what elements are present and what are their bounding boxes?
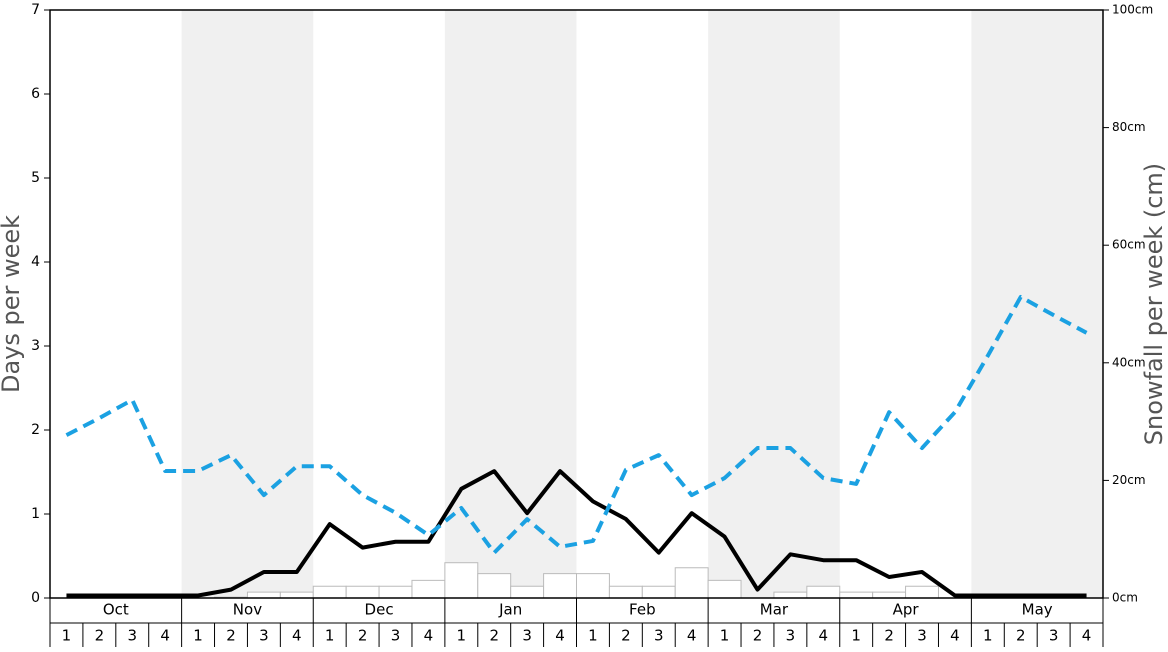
week-label: 1 bbox=[457, 627, 467, 645]
month-band bbox=[181, 10, 314, 598]
week-label: 1 bbox=[588, 627, 598, 645]
month-label: Apr bbox=[893, 601, 920, 619]
week-label: 4 bbox=[687, 627, 697, 645]
bar bbox=[872, 591, 907, 599]
bar bbox=[674, 567, 709, 599]
y2-tick-label: 100cm bbox=[1112, 3, 1153, 17]
week-label: 2 bbox=[753, 627, 763, 645]
y-tick-label: 3 bbox=[31, 338, 40, 354]
week-label: 1 bbox=[851, 627, 861, 645]
bar bbox=[246, 591, 281, 599]
bar bbox=[641, 585, 676, 599]
bar bbox=[444, 562, 479, 599]
week-label: 2 bbox=[884, 627, 894, 645]
week-label: 3 bbox=[917, 627, 927, 645]
bar bbox=[773, 591, 808, 599]
y-tick-label: 5 bbox=[31, 170, 40, 186]
y2-tick-label: 0cm bbox=[1112, 591, 1138, 605]
week-label: 2 bbox=[489, 627, 499, 645]
month-label: Mar bbox=[760, 601, 789, 619]
y-axis-label: Days per week bbox=[0, 215, 25, 393]
week-label: 2 bbox=[1016, 627, 1026, 645]
y2-tick-label: 80cm bbox=[1112, 120, 1146, 134]
week-label: 4 bbox=[292, 627, 302, 645]
week-label: 3 bbox=[1049, 627, 1059, 645]
week-label: 4 bbox=[555, 627, 565, 645]
week-label: 1 bbox=[325, 627, 335, 645]
bar bbox=[312, 585, 347, 599]
bar bbox=[576, 573, 610, 599]
bar bbox=[477, 573, 512, 599]
week-label: 4 bbox=[950, 627, 960, 645]
month-band bbox=[444, 10, 577, 598]
week-label: 3 bbox=[127, 627, 137, 645]
bar bbox=[608, 585, 643, 599]
y2-tick-label: 60cm bbox=[1112, 238, 1146, 252]
line bbox=[65, 294, 1088, 555]
y-tick-label: 0 bbox=[31, 590, 40, 606]
week-label: 4 bbox=[160, 627, 170, 645]
week-label: 4 bbox=[819, 627, 829, 645]
bar bbox=[411, 579, 446, 599]
month-label: Jan bbox=[498, 601, 522, 619]
week-label: 1 bbox=[62, 627, 72, 645]
week-label: 4 bbox=[1082, 627, 1092, 645]
month-label: Nov bbox=[233, 601, 262, 619]
week-label: 2 bbox=[358, 627, 368, 645]
week-label: 2 bbox=[226, 627, 236, 645]
y2-tick-label: 40cm bbox=[1112, 355, 1146, 369]
week-label: 3 bbox=[654, 627, 664, 645]
bar bbox=[543, 573, 577, 599]
week-label: 3 bbox=[391, 627, 401, 645]
y-tick-label: 7 bbox=[31, 2, 40, 18]
line bbox=[66, 469, 1087, 598]
month-label: Feb bbox=[629, 601, 656, 619]
week-label: 4 bbox=[424, 627, 434, 645]
week-label: 1 bbox=[720, 627, 730, 645]
week-label: 1 bbox=[193, 627, 203, 645]
week-label: 2 bbox=[95, 627, 105, 645]
month-label: May bbox=[1022, 601, 1053, 619]
week-label: 3 bbox=[259, 627, 269, 645]
bar bbox=[345, 585, 380, 599]
month-band bbox=[708, 10, 840, 598]
bar bbox=[905, 585, 939, 599]
y-tick-label: 6 bbox=[31, 86, 40, 102]
y-tick-label: 4 bbox=[31, 254, 40, 270]
month-label: Dec bbox=[365, 601, 394, 619]
week-label: 3 bbox=[786, 627, 796, 645]
bar bbox=[806, 585, 841, 599]
y-tick-label: 1 bbox=[31, 506, 40, 522]
week-label: 2 bbox=[621, 627, 631, 645]
bar bbox=[839, 591, 874, 599]
y2-axis-label: Snowfall per week (cm) bbox=[1140, 163, 1168, 445]
bar bbox=[510, 585, 545, 599]
y-tick-label: 2 bbox=[31, 422, 40, 438]
bar bbox=[378, 585, 413, 599]
bar bbox=[707, 579, 742, 599]
y2-tick-label: 20cm bbox=[1112, 473, 1146, 487]
week-label: 1 bbox=[983, 627, 993, 645]
month-label: Oct bbox=[103, 601, 129, 619]
week-label: 3 bbox=[522, 627, 532, 645]
bar bbox=[279, 591, 314, 599]
